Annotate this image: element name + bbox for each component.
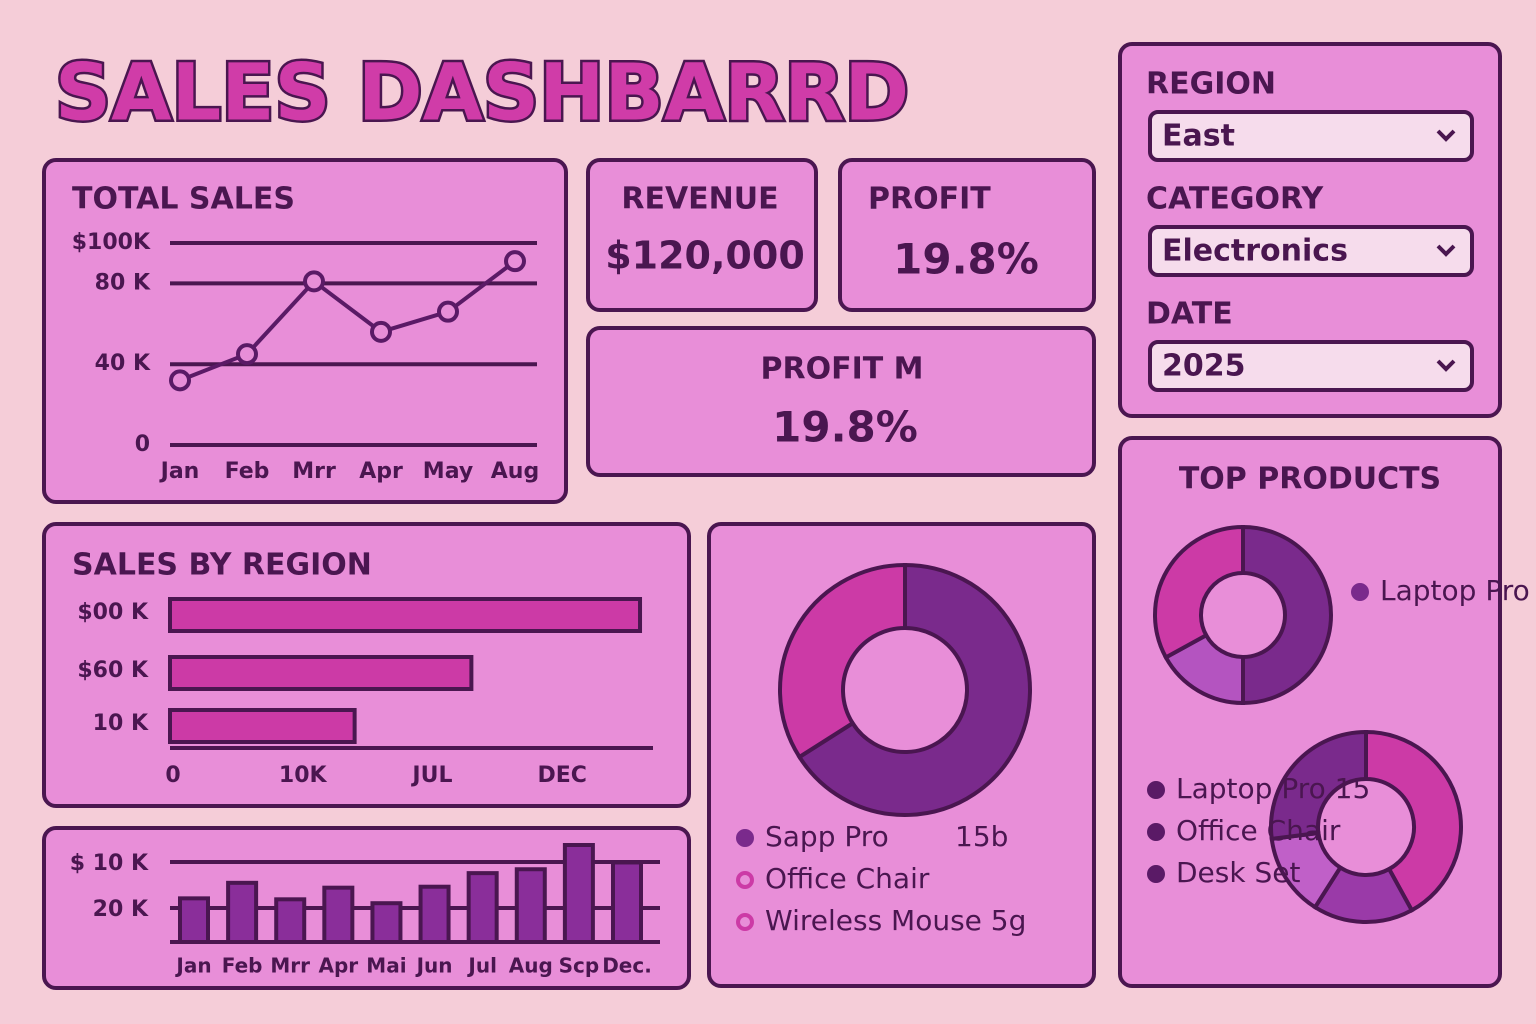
legend-label: Sapp Pro	[765, 820, 889, 853]
revenue-card	[586, 158, 818, 312]
y-tick-label: 0	[135, 432, 150, 457]
y-tick-label: 40 K	[95, 351, 151, 376]
bar	[168, 708, 357, 744]
donut-slice	[1153, 524, 1245, 661]
donut-slice	[1364, 729, 1463, 913]
legend-label: Desk Set	[1176, 856, 1300, 889]
y-tick-label: $00 K	[77, 600, 149, 625]
point	[169, 369, 191, 392]
y-tick-label: 80 K	[95, 270, 151, 295]
legend-label: Wireless Mouse 5g	[765, 904, 1026, 937]
y-tick-label: 20 K	[93, 897, 149, 922]
dropdown-value: East	[1162, 119, 1235, 154]
donut-slice	[796, 562, 1032, 817]
y-tick-label: $60 K	[77, 658, 149, 683]
x-tick-label: Scp	[559, 954, 600, 978]
x-tick-label: Feb	[225, 459, 270, 484]
dropdown[interactable]	[1148, 340, 1474, 392]
chart-title: SALES BY REGION	[72, 548, 372, 583]
x-tick-label: Jun	[415, 954, 453, 978]
bar	[418, 884, 451, 945]
legend-marker	[1147, 781, 1165, 799]
legend-marker	[736, 829, 754, 847]
point	[370, 320, 392, 343]
profit-m-card	[586, 326, 1096, 477]
x-tick-label: Aug	[491, 459, 539, 484]
point	[303, 270, 325, 293]
kpi-label: REVENUE	[621, 182, 778, 217]
legend-label: Laptop Pro 15	[1380, 574, 1536, 607]
x-tick-label: Jan	[159, 459, 200, 484]
dropdown-chevron	[1436, 129, 1456, 142]
x-tick-label: Jan	[174, 954, 211, 978]
x-tick-label: 10K	[279, 763, 328, 788]
filter-label: CATEGORY	[1146, 182, 1324, 217]
legend-marker	[1147, 823, 1165, 841]
bar	[514, 867, 547, 944]
dropdown-chevron	[1436, 359, 1456, 372]
total-sales-panel	[42, 158, 568, 504]
bar	[466, 871, 499, 945]
bar	[226, 880, 259, 945]
filter-label: REGION	[1146, 67, 1276, 102]
bar	[168, 597, 643, 633]
y-tick-label: $ 10 K	[70, 851, 149, 876]
legend-marker	[1147, 865, 1165, 883]
bar	[274, 897, 307, 945]
x-tick-label: May	[423, 459, 473, 484]
legend-label: Office Chair	[765, 862, 930, 895]
dashboard-title: SALES DASHBARRD	[55, 48, 909, 138]
x-tick-label: Feb	[222, 954, 263, 978]
point	[504, 250, 526, 273]
x-tick-label: Jul	[466, 954, 497, 978]
legend-marker	[736, 871, 754, 889]
dropdown[interactable]	[1148, 225, 1474, 277]
x-tick-label: Mai	[366, 954, 406, 978]
donut-slice	[1269, 729, 1368, 842]
x-tick-label: Aug	[509, 954, 553, 978]
donut-slice	[778, 562, 907, 760]
bar	[322, 885, 355, 944]
bar	[178, 896, 210, 944]
kpi-value: $120,000	[605, 234, 805, 278]
kpi-value: 19.8%	[772, 403, 918, 452]
dropdown-chevron	[1436, 244, 1456, 257]
x-tick-label: JUL	[410, 763, 452, 788]
point	[437, 300, 459, 323]
legend-marker	[736, 913, 754, 931]
dropdown-value: 2025	[1162, 349, 1246, 384]
bar	[370, 901, 403, 945]
kpi-label: PROFIT	[868, 182, 991, 217]
x-tick-label: 0	[165, 763, 180, 788]
dropdown[interactable]	[1148, 110, 1474, 162]
bar	[562, 843, 595, 944]
legend-marker	[1351, 583, 1369, 601]
point	[236, 343, 258, 366]
x-tick-label: DEC	[537, 763, 586, 788]
bar	[168, 655, 474, 691]
legend-label: Laptop Pro 15	[1176, 772, 1370, 805]
profit-card	[838, 158, 1096, 312]
annotation: 15b	[955, 820, 1008, 853]
line	[179, 259, 517, 383]
donut-slice	[1241, 524, 1333, 706]
kpi-value: 19.8%	[893, 235, 1039, 284]
x-tick-label: Mrr	[292, 459, 336, 484]
x-tick-label: Apr	[359, 459, 403, 484]
x-tick-label: Apr	[318, 954, 358, 978]
bar	[611, 860, 643, 945]
x-tick-label: Mrr	[270, 954, 310, 978]
y-tick-label: 10 K	[93, 711, 149, 736]
filter-label: DATE	[1146, 297, 1233, 332]
x-tick-label: Dec.	[602, 954, 652, 978]
dropdown-value: Electronics	[1162, 234, 1348, 269]
chart-title: TOTAL SALES	[72, 182, 295, 217]
kpi-label: PROFIT M	[760, 352, 923, 387]
legend-label: Office Chair	[1176, 814, 1341, 847]
y-tick-label: $100K	[72, 230, 151, 255]
chart-title: TOP PRODUCTS	[1179, 462, 1441, 497]
